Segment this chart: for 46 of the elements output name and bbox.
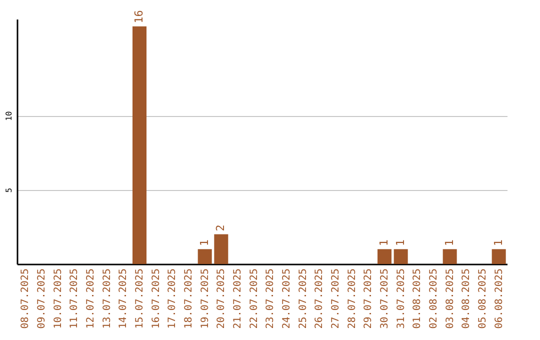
- x-tick-label: 17.07.2025: [167, 268, 178, 329]
- x-tick-label: 15.07.2025: [134, 268, 146, 329]
- x-tick-label: 10.07.2025: [52, 268, 64, 329]
- x-tick-label: 24.07.2025: [282, 268, 292, 329]
- y-tick-label: 10: [4, 111, 14, 121]
- x-tick-label: 25.07.2025: [298, 268, 309, 329]
- x-tick-label: 21.07.2025: [232, 268, 244, 329]
- bar: [198, 249, 212, 264]
- x-tick-label: 02.08.2025: [428, 268, 440, 329]
- x-tick-label: 18.07.2025: [184, 268, 194, 329]
- data-label: 1: [442, 240, 456, 246]
- x-tick-label: 19.07.2025: [200, 268, 211, 329]
- data-label: 16: [132, 10, 146, 24]
- x-tick-label: 04.08.2025: [461, 268, 472, 329]
- x-tick-label: 23.07.2025: [265, 268, 276, 329]
- bar: [394, 249, 408, 264]
- x-tick-label: 05.08.2025: [478, 268, 488, 329]
- x-tick-label: 27.07.2025: [330, 268, 342, 329]
- data-label: 1: [492, 240, 505, 246]
- x-tick-label: 22.07.2025: [248, 268, 260, 329]
- x-tick-label: 01.08.2025: [412, 268, 424, 329]
- x-tick-label: 28.07.2025: [346, 268, 358, 329]
- x-tick-label: 03.08.2025: [444, 268, 456, 329]
- x-tick-label: 20.07.2025: [216, 268, 228, 329]
- bar: [132, 26, 146, 264]
- x-tick-label: 14.07.2025: [118, 268, 130, 329]
- x-tick-label: 30.07.2025: [380, 268, 390, 329]
- x-tick-label: 26.07.2025: [314, 268, 326, 329]
- x-tick-label: 13.07.2025: [102, 268, 113, 329]
- x-tick-label: 12.07.2025: [86, 268, 96, 329]
- data-label: 1: [394, 240, 407, 246]
- x-tick-label: 29.07.2025: [363, 268, 374, 329]
- bar: [442, 249, 457, 264]
- bar: [492, 249, 506, 264]
- y-tick-label: 5: [4, 188, 14, 193]
- data-label: 2: [214, 224, 228, 232]
- x-tick-label: 09.07.2025: [36, 268, 48, 329]
- x-tick-label: 31.07.2025: [396, 268, 407, 329]
- bar: [378, 249, 392, 264]
- x-tick-label: 11.07.2025: [69, 268, 80, 329]
- data-label: 1: [378, 240, 390, 246]
- x-tick-label: 08.07.2025: [20, 268, 32, 329]
- bar: [214, 234, 228, 264]
- x-tick-label: 06.08.2025: [494, 268, 505, 329]
- data-label: 1: [198, 240, 211, 246]
- x-tick-label: 16.07.2025: [150, 268, 162, 329]
